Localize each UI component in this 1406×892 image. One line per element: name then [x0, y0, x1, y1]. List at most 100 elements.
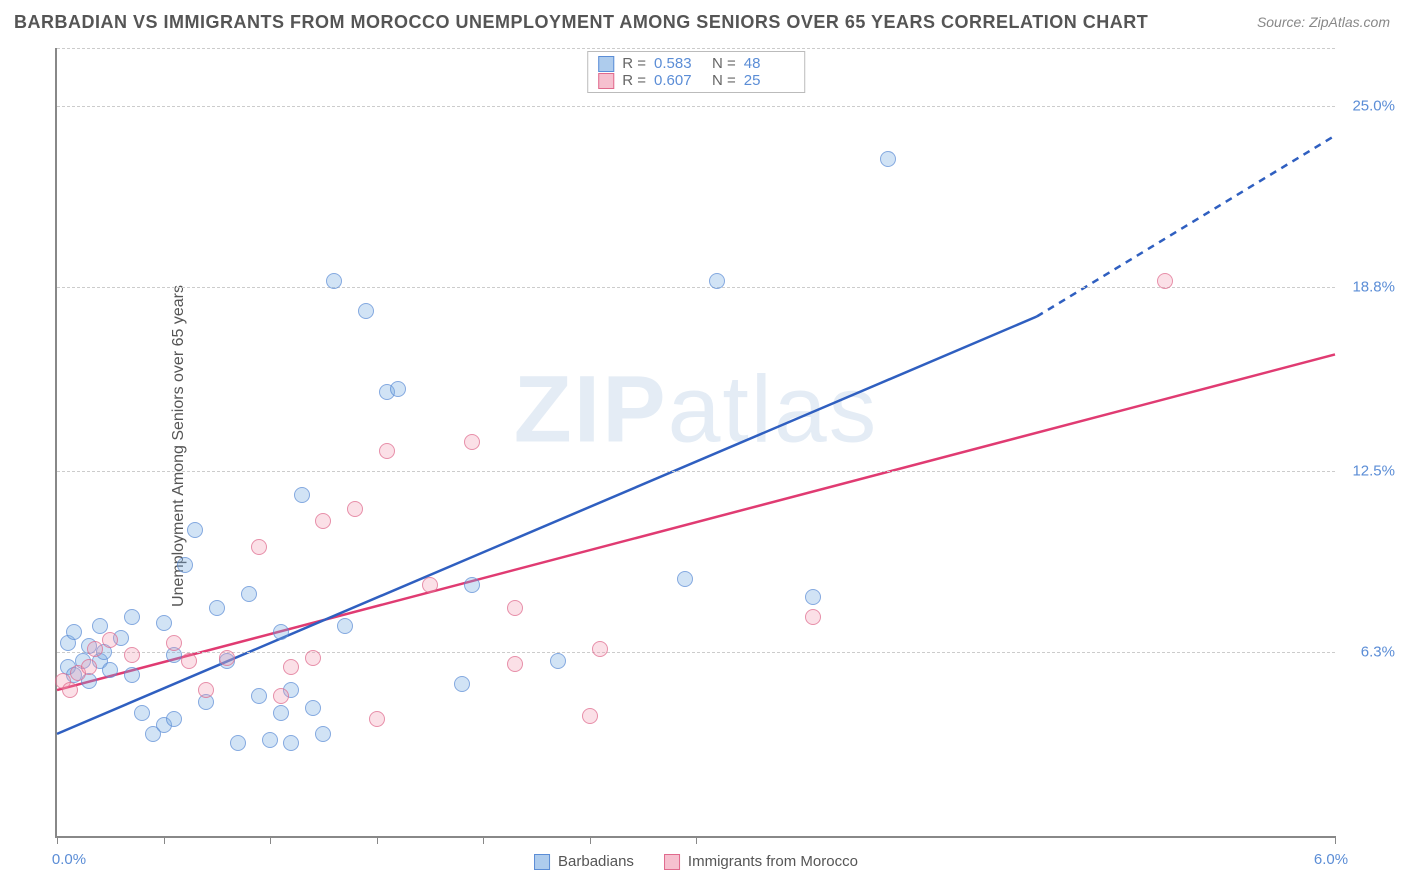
- x-tick: [377, 836, 378, 844]
- data-point-morocco: [198, 682, 214, 698]
- data-point-morocco: [305, 650, 321, 666]
- x-tick-label: 0.0%: [52, 851, 86, 868]
- legend-item-barbadians: Barbadians: [534, 853, 634, 870]
- data-point-morocco: [507, 656, 523, 672]
- data-point-morocco: [464, 434, 480, 450]
- x-tick: [57, 836, 58, 844]
- trend-line: [57, 317, 1037, 734]
- data-point-barbadians: [358, 303, 374, 319]
- x-tick-label: 6.0%: [1314, 851, 1348, 868]
- y-tick-label: 18.8%: [1352, 279, 1395, 296]
- legend-item-morocco: Immigrants from Morocco: [664, 853, 858, 870]
- data-point-morocco: [507, 600, 523, 616]
- data-point-morocco: [347, 501, 363, 517]
- data-point-barbadians: [156, 615, 172, 631]
- data-point-barbadians: [390, 381, 406, 397]
- data-point-barbadians: [273, 624, 289, 640]
- stat-value-r: 0.607: [654, 72, 704, 89]
- stat-value-n: 48: [744, 55, 794, 72]
- data-point-barbadians: [166, 711, 182, 727]
- square-icon: [598, 56, 614, 72]
- square-icon: [664, 854, 680, 870]
- chart-source: Source: ZipAtlas.com: [1257, 14, 1390, 30]
- data-point-barbadians: [315, 726, 331, 742]
- data-point-morocco: [1157, 273, 1173, 289]
- data-point-morocco: [422, 577, 438, 593]
- data-point-barbadians: [880, 151, 896, 167]
- data-point-barbadians: [134, 705, 150, 721]
- data-point-barbadians: [262, 732, 278, 748]
- data-point-morocco: [87, 641, 103, 657]
- series-legend: Barbadians Immigrants from Morocco: [534, 853, 858, 870]
- y-tick-label: 12.5%: [1352, 463, 1395, 480]
- stats-box: R = 0.583 N = 48 R = 0.607 N = 25: [587, 51, 805, 93]
- x-tick: [696, 836, 697, 844]
- data-point-morocco: [219, 650, 235, 666]
- gridline: [57, 287, 1335, 288]
- data-point-barbadians: [464, 577, 480, 593]
- data-point-morocco: [379, 443, 395, 459]
- data-point-morocco: [582, 708, 598, 724]
- data-point-morocco: [102, 632, 118, 648]
- x-tick: [590, 836, 591, 844]
- data-point-morocco: [251, 539, 267, 555]
- trend-line: [57, 354, 1335, 690]
- square-icon: [534, 854, 550, 870]
- data-point-barbadians: [305, 700, 321, 716]
- square-icon: [598, 73, 614, 89]
- data-point-barbadians: [124, 609, 140, 625]
- data-point-barbadians: [187, 522, 203, 538]
- data-point-barbadians: [177, 557, 193, 573]
- chart-title: BARBADIAN VS IMMIGRANTS FROM MOROCCO UNE…: [14, 12, 1148, 33]
- data-point-barbadians: [273, 705, 289, 721]
- stat-label: N =: [712, 72, 736, 89]
- trend-line: [1037, 136, 1335, 317]
- stats-row-morocco: R = 0.607 N = 25: [598, 72, 794, 89]
- gridline: [57, 652, 1335, 653]
- y-tick-label: 6.3%: [1361, 644, 1395, 661]
- data-point-barbadians: [326, 273, 342, 289]
- stat-value-r: 0.583: [654, 55, 704, 72]
- x-tick: [164, 836, 165, 844]
- data-point-barbadians: [337, 618, 353, 634]
- data-point-barbadians: [283, 735, 299, 751]
- legend-label: Immigrants from Morocco: [688, 853, 858, 870]
- data-point-morocco: [62, 682, 78, 698]
- trend-lines: [57, 48, 1335, 836]
- data-point-morocco: [124, 647, 140, 663]
- data-point-barbadians: [230, 735, 246, 751]
- data-point-barbadians: [677, 571, 693, 587]
- data-point-barbadians: [550, 653, 566, 669]
- data-point-morocco: [166, 635, 182, 651]
- data-point-barbadians: [241, 586, 257, 602]
- x-tick: [270, 836, 271, 844]
- stat-label: N =: [712, 55, 736, 72]
- data-point-barbadians: [92, 618, 108, 634]
- gridline: [57, 106, 1335, 107]
- gridline: [57, 471, 1335, 472]
- data-point-morocco: [369, 711, 385, 727]
- data-point-barbadians: [454, 676, 470, 692]
- data-point-barbadians: [251, 688, 267, 704]
- scatter-plot: ZIPatlas R = 0.583 N = 48 R = 0.607 N = …: [55, 48, 1335, 838]
- data-point-morocco: [81, 659, 97, 675]
- data-point-barbadians: [709, 273, 725, 289]
- stat-label: R =: [622, 55, 646, 72]
- y-tick-label: 25.0%: [1352, 98, 1395, 115]
- data-point-barbadians: [124, 667, 140, 683]
- x-tick: [1335, 836, 1336, 844]
- data-point-barbadians: [209, 600, 225, 616]
- data-point-morocco: [315, 513, 331, 529]
- data-point-barbadians: [294, 487, 310, 503]
- data-point-morocco: [181, 653, 197, 669]
- data-point-barbadians: [805, 589, 821, 605]
- legend-label: Barbadians: [558, 853, 634, 870]
- gridline: [57, 48, 1335, 49]
- stats-row-barbadians: R = 0.583 N = 48: [598, 55, 794, 72]
- data-point-barbadians: [102, 662, 118, 678]
- data-point-morocco: [805, 609, 821, 625]
- stat-value-n: 25: [744, 72, 794, 89]
- data-point-morocco: [592, 641, 608, 657]
- x-tick: [483, 836, 484, 844]
- data-point-morocco: [283, 659, 299, 675]
